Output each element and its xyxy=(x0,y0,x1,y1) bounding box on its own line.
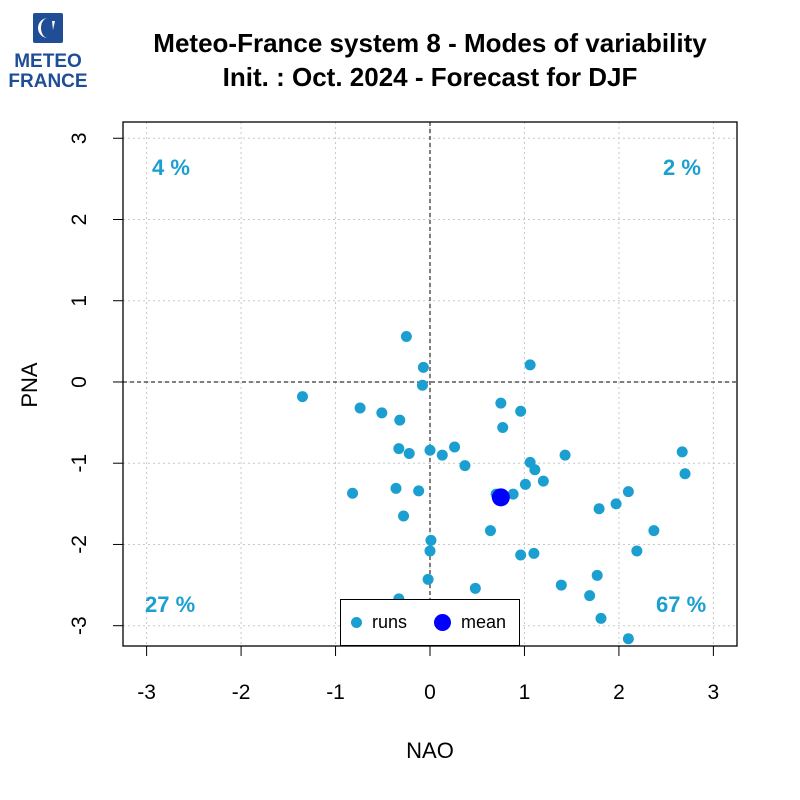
run-point xyxy=(469,582,481,594)
run-point xyxy=(631,545,643,557)
run-point xyxy=(424,545,436,557)
run-point xyxy=(593,503,605,515)
chart-title: Meteo-France system 8 - Modes of variabi… xyxy=(153,28,707,58)
mean-point xyxy=(491,488,510,507)
run-point xyxy=(648,525,660,537)
x-tick-label: -3 xyxy=(137,681,156,704)
x-tick-label: 3 xyxy=(708,681,720,704)
run-point xyxy=(676,446,688,458)
runs-marker-icon xyxy=(351,617,362,628)
run-point xyxy=(413,485,425,497)
run-point xyxy=(403,447,415,459)
y-tick-label: -2 xyxy=(68,535,91,554)
run-point xyxy=(559,449,571,461)
run-point xyxy=(459,460,471,472)
quadrant-bottom-right-percent: 67 % xyxy=(656,592,707,617)
run-point xyxy=(296,391,308,403)
run-point xyxy=(424,444,436,456)
y-tick-label: 0 xyxy=(68,376,91,388)
x-tick-label: -1 xyxy=(326,681,345,704)
y-axis-label: PNA xyxy=(17,362,42,408)
run-point xyxy=(495,397,507,409)
run-point xyxy=(416,379,428,391)
run-point xyxy=(400,330,412,342)
run-point xyxy=(507,488,519,500)
run-point xyxy=(529,464,541,476)
y-tick-label: 1 xyxy=(68,295,91,307)
run-point xyxy=(484,525,496,537)
run-point xyxy=(591,569,603,581)
legend-label-mean: mean xyxy=(461,612,507,632)
legend-label-runs: runs xyxy=(372,612,408,632)
run-point xyxy=(537,475,549,487)
run-point xyxy=(347,487,359,499)
run-point xyxy=(436,449,448,461)
run-point xyxy=(519,478,531,490)
x-tick-label: 2 xyxy=(613,681,625,704)
run-point xyxy=(398,510,410,522)
run-point xyxy=(390,482,402,494)
mean-marker-icon xyxy=(434,614,451,631)
chart-subtitle: Init. : Oct. 2024 - Forecast for DJF xyxy=(222,62,638,92)
x-tick-label: 1 xyxy=(519,681,531,704)
run-point xyxy=(393,443,405,455)
logo-text-line1: METEO xyxy=(14,51,82,72)
run-point xyxy=(425,534,437,546)
run-point xyxy=(555,579,567,591)
x-tick-label: 0 xyxy=(424,681,436,704)
run-point xyxy=(497,421,509,433)
logo-text-line2: FRANCE xyxy=(8,71,87,90)
axis-ticks: -3 -2 -1 0 1 2 3 -3 -2 -1 0 1 2 3 xyxy=(68,132,719,704)
run-point xyxy=(679,468,691,480)
y-tick-label: -3 xyxy=(68,616,91,635)
run-point xyxy=(595,612,607,624)
y-tick-label: 3 xyxy=(68,132,91,144)
meteo-france-logo: METEO FRANCE xyxy=(8,13,88,90)
plot-frame xyxy=(122,121,738,647)
y-tick-label: 2 xyxy=(68,214,91,226)
run-point xyxy=(528,547,540,559)
x-axis-label: NAO xyxy=(406,738,454,763)
legend-item-mean: mean xyxy=(434,612,506,633)
x-tick-label: -2 xyxy=(232,681,251,704)
run-point xyxy=(449,441,461,453)
run-point xyxy=(584,590,596,602)
run-point xyxy=(622,486,634,498)
legend: runs mean xyxy=(340,599,520,646)
quadrant-bottom-left-percent: 27 % xyxy=(145,592,196,617)
reference-lines xyxy=(123,122,737,646)
run-point xyxy=(622,633,634,645)
run-point xyxy=(515,405,527,417)
quadrant-top-right-percent: 2 % xyxy=(663,155,701,180)
run-point xyxy=(524,359,536,371)
quadrant-top-left-percent: 4 % xyxy=(152,155,190,180)
run-point xyxy=(394,414,406,426)
y-tick-label: -1 xyxy=(68,454,91,473)
data-points xyxy=(296,330,691,645)
run-point xyxy=(515,549,527,561)
run-point xyxy=(422,573,434,585)
legend-item-runs: runs xyxy=(351,612,407,633)
run-point xyxy=(354,402,366,414)
run-point xyxy=(610,498,622,510)
run-point xyxy=(417,361,429,373)
run-point xyxy=(376,407,388,419)
